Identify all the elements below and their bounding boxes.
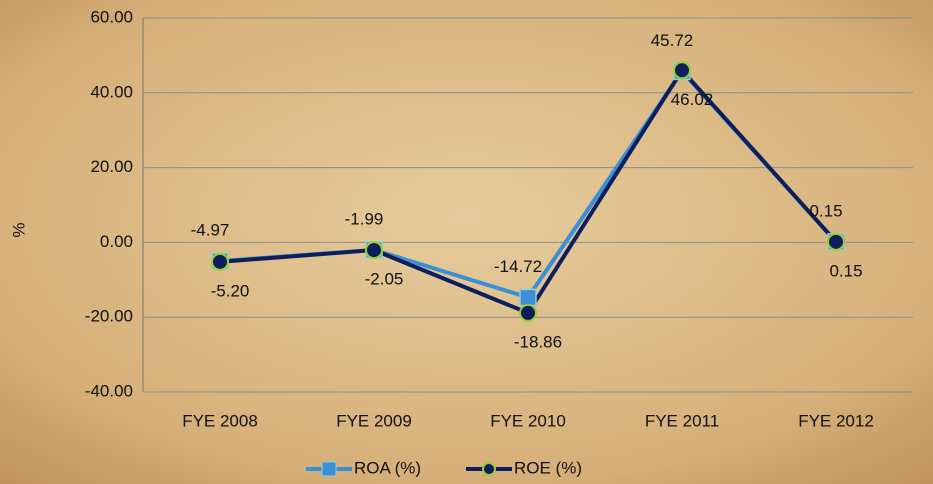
data-label: -14.72	[494, 257, 542, 276]
x-tick-label: FYE 2011	[645, 411, 719, 430]
data-point	[827, 232, 845, 251]
data-label: -4.97	[191, 220, 230, 239]
y-tick-label: -20.00	[85, 307, 133, 326]
legend-label: ROA (%)	[354, 458, 421, 477]
legend-marker	[321, 461, 337, 477]
x-tick-label: FYE 2008	[182, 411, 258, 430]
data-label: 46.02	[671, 90, 714, 109]
data-point	[211, 252, 229, 271]
data-point	[365, 241, 383, 260]
y-tick-label: 20.00	[90, 157, 133, 176]
data-label: -5.20	[211, 281, 250, 300]
data-label: 0.15	[809, 201, 842, 220]
y-tick-label: 0.00	[100, 232, 133, 251]
y-tick-label: 60.00	[90, 7, 133, 26]
data-label: -1.99	[345, 209, 384, 228]
y-axis-label: %	[9, 222, 28, 237]
y-tick-label: -40.00	[85, 381, 133, 400]
x-tick-label: FYE 2012	[798, 411, 874, 430]
legend-label: ROE (%)	[514, 458, 582, 477]
data-point	[519, 288, 537, 307]
data-point	[519, 303, 537, 322]
x-tick-label: FYE 2009	[336, 411, 412, 430]
data-label: 0.15	[829, 261, 862, 280]
y-tick-label: 40.00	[90, 82, 133, 101]
x-tick-label: FYE 2010	[490, 411, 566, 430]
data-point	[673, 61, 691, 80]
data-label: -2.05	[365, 270, 404, 289]
data-label: -18.86	[514, 332, 562, 351]
data-label: 45.72	[651, 31, 694, 50]
legend-marker	[482, 462, 496, 476]
